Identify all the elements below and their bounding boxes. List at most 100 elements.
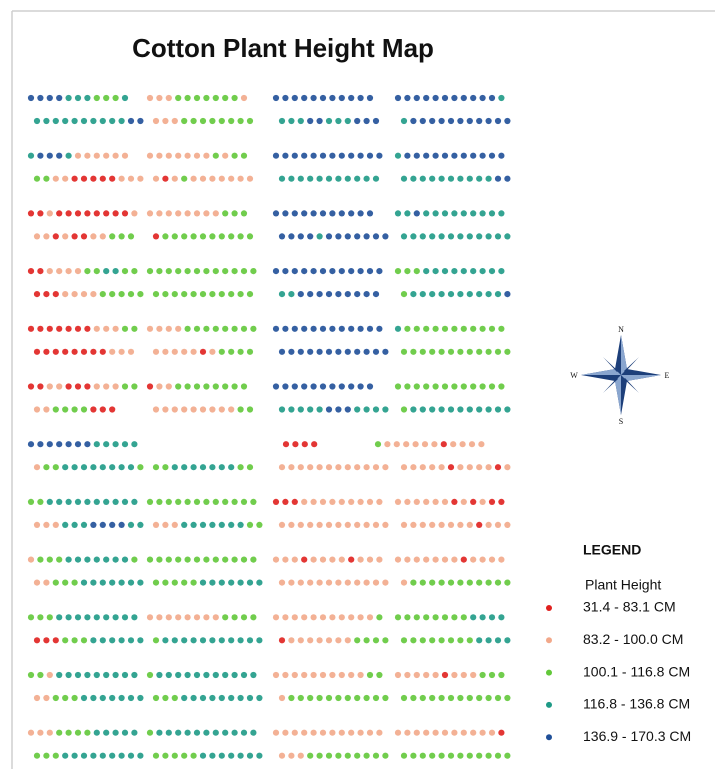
plant-dot: [432, 383, 439, 390]
plant-dot: [256, 752, 263, 759]
plant-dot: [240, 614, 248, 621]
plant-dot: [476, 291, 483, 298]
plant-dot: [240, 556, 248, 563]
plant-dot: [307, 175, 314, 182]
plant-dot: [37, 729, 44, 736]
plant-dot: [103, 556, 110, 563]
plant-dot: [156, 268, 163, 275]
plant-dot: [344, 233, 351, 240]
plant-dot: [423, 614, 430, 621]
plant-dot: [90, 117, 97, 125]
plant-dot: [485, 752, 492, 759]
plant-dot: [498, 556, 505, 563]
plant-dot: [190, 579, 197, 586]
plant-dot: [199, 175, 207, 182]
plant-dot: [400, 233, 408, 240]
plant-dot: [476, 579, 483, 586]
plant-dot: [479, 671, 486, 679]
plant-dot: [394, 556, 402, 563]
plant-dot: [404, 94, 411, 102]
plant-dot: [476, 348, 483, 355]
plant-dot: [181, 752, 188, 759]
plant-dot: [137, 752, 144, 759]
plant-dot: [237, 233, 244, 240]
plant-dot: [152, 464, 160, 471]
plant-dot: [457, 117, 464, 125]
plant-dot: [451, 210, 458, 217]
plant-dot: [99, 175, 106, 182]
plant-dot: [121, 614, 129, 621]
plant-dot: [175, 383, 182, 390]
plant-dot: [357, 498, 364, 505]
plant-dot: [429, 579, 436, 586]
plant-dot: [316, 464, 323, 471]
plant-dot: [460, 325, 467, 332]
plant-dot: [478, 441, 485, 448]
plant-dot: [307, 117, 314, 125]
plant-dot: [421, 441, 429, 448]
plant-dot: [344, 406, 351, 413]
plant-dot: [410, 175, 417, 182]
plant-dot: [413, 152, 420, 159]
plant-dot: [121, 671, 129, 679]
plant-dot: [429, 521, 436, 529]
plant-dot: [466, 117, 473, 125]
plant-dot: [451, 671, 458, 679]
plant-dot: [175, 671, 182, 679]
plant-dot: [109, 233, 116, 240]
plant-dot: [56, 94, 63, 102]
plant-dot: [354, 291, 361, 298]
plant-dot: [460, 152, 467, 159]
plant-dot: [310, 729, 317, 736]
plant-dot: [479, 556, 486, 563]
plant-dot: [338, 268, 345, 275]
plant-dot: [203, 210, 210, 217]
plant-dot: [171, 521, 178, 529]
plant-dot: [400, 694, 408, 702]
plant-dot: [394, 383, 402, 390]
plant-dot: [231, 325, 238, 332]
plant-dot: [447, 117, 455, 125]
plant-dot: [348, 383, 355, 390]
plant-dot: [240, 268, 248, 275]
plant-dot: [171, 233, 178, 240]
plant-dot: [84, 383, 91, 390]
plant-dot: [80, 521, 88, 529]
plant-dot: [488, 729, 496, 736]
plant-dot: [222, 94, 229, 102]
plant-dot: [319, 383, 327, 390]
plant-dot: [52, 579, 59, 586]
plant-dot: [278, 406, 286, 413]
plant-dot: [109, 406, 116, 413]
plant-dot: [498, 729, 505, 736]
plant-dot: [404, 210, 411, 217]
plant-dot: [165, 268, 172, 275]
plant-dot: [118, 521, 125, 529]
plant-dot: [423, 671, 430, 679]
plant-dot: [354, 521, 361, 529]
plant-dot: [112, 614, 119, 621]
plant-dot: [460, 268, 467, 275]
plant-dot: [476, 406, 483, 413]
plant-dot: [209, 752, 216, 759]
plant-dot: [156, 614, 163, 621]
plant-dot: [27, 498, 35, 505]
plant-dot: [181, 175, 188, 182]
plant-dot: [131, 383, 138, 390]
plant-dot: [297, 694, 304, 702]
plant-dot: [250, 729, 257, 736]
plant-dot: [90, 175, 97, 182]
plant-dot: [103, 441, 110, 448]
plant-dot: [71, 579, 78, 586]
plant-dot: [218, 637, 225, 644]
plant-dot: [181, 117, 188, 125]
plant-dot: [109, 291, 116, 298]
plant-dot: [404, 383, 411, 390]
plant-dot: [190, 291, 197, 298]
plant-dot: [348, 498, 355, 505]
plant-dot: [429, 406, 436, 413]
plant-dot: [382, 579, 389, 586]
plant-dot: [504, 637, 511, 644]
plant-dot: [84, 152, 91, 159]
plant-dot: [212, 152, 219, 159]
